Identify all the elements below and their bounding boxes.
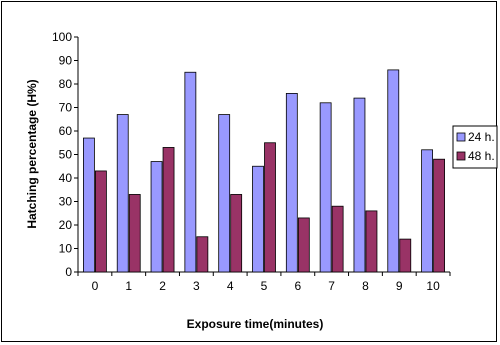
bar-48h-1 — [128, 194, 141, 273]
legend: 24 h. 48 h. — [452, 125, 498, 169]
x-tick-label: 7 — [328, 279, 335, 293]
y-tick-label: 10 — [59, 242, 73, 256]
legend-swatch — [456, 151, 466, 161]
y-tick-label: 60 — [59, 124, 73, 138]
y-tick-label: 30 — [59, 195, 73, 209]
y-tick-label: 70 — [59, 101, 73, 115]
x-axis-title: Exposure time(minutes) — [187, 317, 324, 331]
x-tick-label: 5 — [261, 279, 268, 293]
x-tick-label: 0 — [92, 279, 99, 293]
bar-24h-10 — [421, 149, 433, 273]
bar-48h-8 — [365, 210, 378, 273]
bar-24h-3 — [184, 71, 197, 273]
bar-24h-7 — [319, 102, 332, 273]
bar-48h-9 — [399, 238, 412, 273]
bar-48h-6 — [297, 217, 310, 273]
bar-48h-10 — [433, 158, 445, 273]
y-axis-title: Hatching percentage (H%) — [25, 79, 39, 228]
bar-24h-1 — [116, 114, 129, 273]
bar-24h-2 — [150, 161, 163, 273]
x-tick-label: 8 — [362, 279, 369, 293]
x-tick-label: 10 — [426, 279, 440, 293]
bar-24h-6 — [285, 93, 298, 273]
x-tick-label: 2 — [159, 279, 166, 293]
x-tick-label: 6 — [294, 279, 301, 293]
legend-label: 24 h. — [468, 130, 495, 144]
y-tick-label: 40 — [59, 171, 73, 185]
x-tick-label: 4 — [227, 279, 234, 293]
x-axis: 0 1 2 3 4 5 6 7 8 9 10 — [77, 271, 451, 293]
y-tick-label: 80 — [59, 77, 73, 91]
y-tick-label: 90 — [59, 54, 73, 68]
bar-48h-5 — [264, 142, 276, 273]
y-axis: 0 10 20 30 40 50 60 70 80 90 100 — [52, 30, 79, 279]
x-tick-label: 3 — [193, 279, 200, 293]
bar-24h-0 — [83, 137, 95, 273]
bar-24h-9 — [387, 69, 400, 273]
bar-24h-5 — [252, 165, 264, 273]
bar-48h-3 — [196, 236, 209, 273]
y-tick-label: 50 — [59, 148, 73, 162]
bar-48h-4 — [230, 194, 243, 273]
x-tick-label: 9 — [396, 279, 403, 293]
legend-label: 48 h. — [468, 149, 495, 163]
x-tick-label: 1 — [125, 279, 132, 293]
y-tick-label: 100 — [52, 30, 72, 44]
y-tick-label: 20 — [59, 218, 73, 232]
y-tick-label: 0 — [65, 265, 72, 279]
bar-24h-4 — [218, 114, 231, 273]
bar-48h-0 — [95, 170, 107, 273]
legend-swatch — [456, 132, 466, 142]
bar-48h-7 — [331, 205, 344, 273]
bars — [83, 69, 445, 273]
bar-48h-2 — [162, 147, 175, 273]
bar-24h-8 — [353, 97, 366, 273]
